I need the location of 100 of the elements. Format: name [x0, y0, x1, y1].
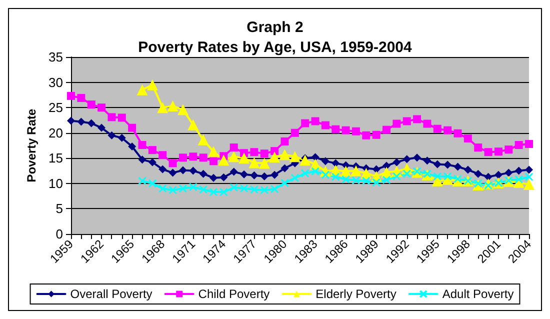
point	[279, 149, 290, 160]
point	[474, 170, 482, 178]
point	[77, 118, 86, 126]
point	[464, 134, 472, 142]
point	[342, 126, 350, 134]
point	[332, 125, 340, 134]
point	[484, 181, 493, 190]
point	[321, 170, 330, 180]
point	[340, 166, 352, 177]
point	[167, 100, 178, 112]
point	[524, 178, 534, 190]
point	[118, 134, 126, 142]
point	[157, 102, 168, 114]
point	[331, 172, 340, 182]
point	[290, 128, 299, 137]
point	[77, 94, 86, 102]
point	[270, 170, 279, 179]
y-tick-label: 0	[56, 226, 63, 242]
point	[372, 130, 380, 139]
point	[382, 126, 391, 134]
y-tick-label: 15	[48, 150, 63, 166]
point	[392, 172, 401, 181]
point	[474, 179, 482, 188]
point	[444, 160, 452, 169]
point	[311, 167, 320, 176]
point	[218, 154, 230, 166]
point	[138, 176, 146, 186]
point	[209, 174, 218, 182]
point	[392, 120, 401, 128]
point	[423, 156, 432, 165]
legend-label: Child Poverty	[198, 287, 270, 301]
point	[168, 168, 177, 177]
point	[413, 115, 422, 124]
point	[188, 119, 199, 130]
point	[230, 168, 238, 176]
point	[280, 137, 289, 146]
point	[189, 152, 198, 161]
point	[87, 119, 96, 128]
point	[250, 148, 258, 156]
point	[454, 174, 462, 184]
point	[67, 116, 75, 125]
point	[504, 168, 513, 177]
point	[311, 117, 320, 126]
point	[168, 159, 177, 168]
point	[514, 140, 523, 149]
point	[118, 114, 126, 122]
point	[392, 158, 401, 166]
point	[352, 176, 360, 185]
point	[87, 100, 96, 109]
point	[230, 183, 238, 192]
legend-label: Adult Poverty	[442, 287, 514, 301]
point	[208, 146, 219, 158]
point	[352, 127, 360, 136]
point	[148, 158, 156, 166]
point	[250, 171, 258, 180]
point	[289, 151, 300, 162]
point	[98, 104, 106, 112]
point	[402, 155, 411, 164]
point	[108, 113, 116, 122]
point	[350, 165, 362, 176]
point	[108, 131, 116, 140]
point	[362, 176, 370, 186]
point	[382, 176, 391, 184]
point	[454, 162, 462, 171]
point	[290, 174, 300, 182]
point	[260, 150, 268, 158]
point	[238, 152, 250, 164]
point	[362, 131, 370, 140]
legend-label: Elderly Poverty	[316, 287, 396, 301]
point	[158, 184, 167, 193]
point	[199, 185, 208, 194]
point	[138, 140, 146, 149]
point	[423, 120, 432, 128]
legend-label: Overall Poverty	[70, 287, 152, 301]
y-axis-title: Poverty Rate	[24, 108, 39, 182]
point	[433, 124, 442, 133]
point	[219, 188, 228, 196]
y-tick-label: 25	[48, 100, 63, 116]
point	[178, 166, 187, 174]
point	[514, 175, 524, 184]
point	[138, 156, 146, 164]
point	[484, 148, 492, 156]
point	[372, 165, 380, 174]
point	[444, 126, 452, 134]
point	[402, 170, 412, 178]
point	[524, 172, 534, 182]
point	[178, 184, 188, 193]
point	[158, 165, 167, 174]
point	[413, 154, 422, 162]
point	[168, 186, 178, 194]
point	[372, 178, 381, 187]
y-tick-label: 35	[48, 50, 63, 64]
point	[474, 144, 482, 152]
point	[270, 184, 279, 194]
point	[402, 117, 411, 126]
point	[98, 124, 106, 132]
point	[250, 185, 258, 194]
point	[332, 159, 340, 168]
point	[342, 175, 350, 184]
point	[136, 84, 148, 96]
